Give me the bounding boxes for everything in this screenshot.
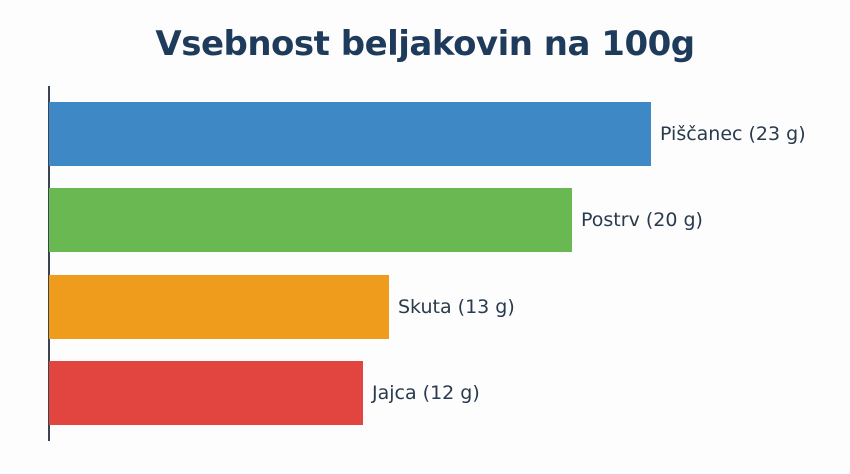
- bar: [49, 188, 572, 252]
- bar-value-label: Skuta (13 g): [398, 296, 515, 318]
- chart-title: Vsebnost beljakovin na 100g: [155, 24, 695, 64]
- bar-value-label: Jajca (12 g): [372, 382, 480, 404]
- bar-value-label: Postrv (20 g): [581, 209, 703, 231]
- y-axis-line: [48, 86, 50, 441]
- bar: [49, 275, 389, 339]
- bar: [49, 102, 651, 166]
- bar-value-label: Piščanec (23 g): [660, 123, 806, 145]
- bar: [49, 361, 363, 425]
